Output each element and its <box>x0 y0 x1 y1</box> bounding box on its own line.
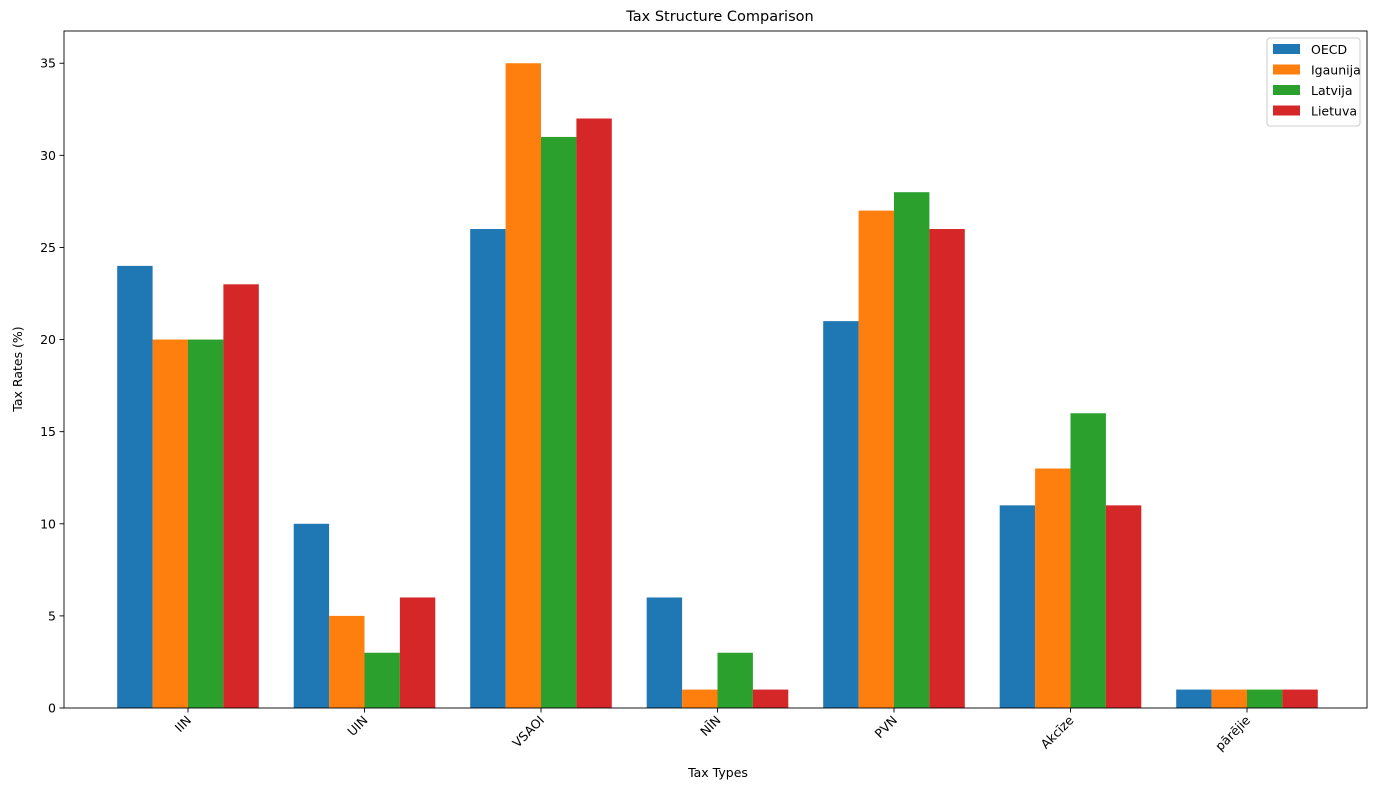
bar-latvija-3 <box>717 652 753 708</box>
y-axis-ticks: 0 5 10 15 20 25 30 35 <box>40 56 64 716</box>
bar-igaunija-0 <box>152 339 188 708</box>
bar-lietuva-6 <box>1282 689 1318 708</box>
y-tick-label: 20 <box>40 332 56 347</box>
y-axis-label: Tax Rates (%) <box>10 326 25 412</box>
legend-label: Lietuva <box>1311 104 1357 119</box>
legend-label: Igaunija <box>1311 63 1361 78</box>
x-axis-label: Tax Types <box>687 765 748 780</box>
chart-title: Tax Structure Comparison <box>625 9 813 25</box>
bar-lietuva-5 <box>1105 505 1142 708</box>
y-tick-label: 10 <box>40 516 56 531</box>
bar-igaunija-3 <box>682 689 718 708</box>
bar-oecd-2 <box>470 229 506 708</box>
bar-lietuva-4 <box>929 229 965 708</box>
bar-lietuva-3 <box>752 689 789 708</box>
bar-latvija-6 <box>1247 689 1283 708</box>
bar-igaunija-4 <box>858 210 894 709</box>
legend-label: OECD <box>1311 42 1347 57</box>
bar-lietuva-0 <box>223 284 259 708</box>
bar-latvija-1 <box>364 652 400 708</box>
legend-swatch <box>1273 64 1300 75</box>
bar-oecd-5 <box>999 505 1036 708</box>
bar-igaunija-1 <box>329 615 365 708</box>
y-tick-label: 35 <box>40 56 56 71</box>
bar-oecd-0 <box>117 265 153 708</box>
bar-latvija-2 <box>541 136 577 708</box>
y-tick-label: 25 <box>40 240 56 255</box>
bar-oecd-3 <box>646 597 683 708</box>
legend-swatch <box>1273 44 1300 54</box>
bar-igaunija-2 <box>505 63 541 709</box>
bar-oecd-4 <box>823 321 859 708</box>
bar-igaunija-5 <box>1035 468 1071 708</box>
bar-lietuva-1 <box>399 597 436 708</box>
bar-latvija-0 <box>188 339 224 708</box>
bar-igaunija-6 <box>1211 689 1247 708</box>
y-tick-label: 0 <box>48 701 56 716</box>
y-tick-label: 5 <box>48 608 56 623</box>
legend-swatch <box>1273 105 1300 116</box>
legend-frame <box>1266 37 1361 127</box>
bar-oecd-6 <box>1176 689 1212 708</box>
bars-group <box>117 63 1318 709</box>
legend: OECD Igaunija Latvija Lietuva <box>1266 37 1361 127</box>
legend-label: Latvija <box>1311 83 1353 98</box>
legend-items: OECD Igaunija Latvija Lietuva <box>1273 42 1361 119</box>
plot-frame <box>63 30 1368 709</box>
bar-latvija-4 <box>894 192 930 708</box>
y-tick-label: 30 <box>40 148 56 163</box>
legend-swatch <box>1273 85 1300 95</box>
bar-oecd-1 <box>293 523 330 708</box>
bar-lietuva-2 <box>576 118 612 708</box>
bar-latvija-5 <box>1070 413 1106 708</box>
y-tick-label: 15 <box>40 424 56 439</box>
